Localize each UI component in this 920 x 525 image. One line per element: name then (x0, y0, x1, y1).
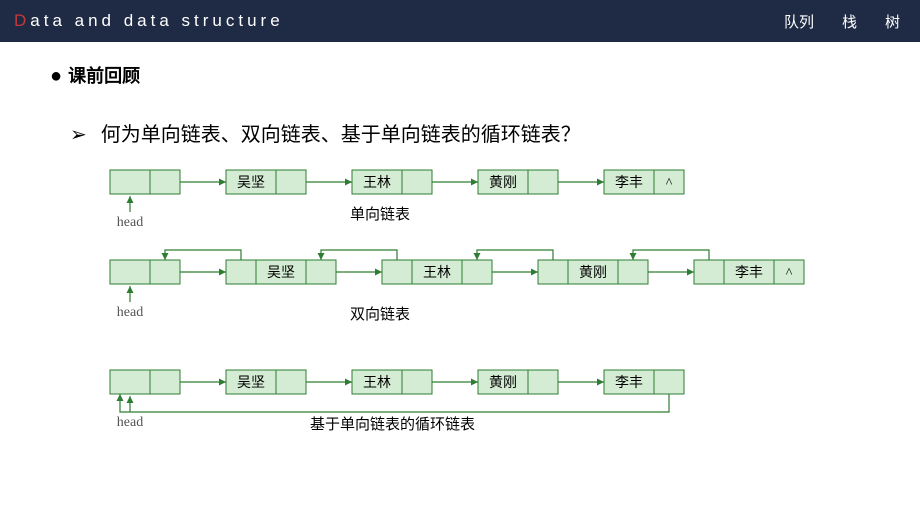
svg-text:王林: 王林 (363, 375, 391, 391)
svg-text:黄刚: 黄刚 (489, 174, 517, 191)
svg-text:黄刚: 黄刚 (579, 264, 607, 281)
svg-text:吴坚: 吴坚 (267, 265, 295, 281)
svg-text:head: head (117, 415, 143, 430)
subtitle-text: 课前回顾 (68, 66, 140, 86)
svg-text:王林: 王林 (363, 175, 391, 191)
diagram-area: 单向链表双向链表基于单向链表的循环链表head吴坚王林黄刚李丰^head吴坚王林… (30, 165, 890, 525)
svg-text:李丰: 李丰 (615, 375, 643, 391)
svg-text:^: ^ (786, 266, 793, 281)
subtitle: ● 课前回顾 (50, 62, 890, 88)
nav-links: 队列 栈 树 (784, 11, 900, 32)
svg-text:黄刚: 黄刚 (489, 374, 517, 391)
title-rest: ata and data structure (30, 11, 283, 30)
svg-text:李丰: 李丰 (615, 175, 643, 191)
svg-text:head: head (117, 215, 143, 230)
content-area: ●课前回顾 ➢何为单向链表、双向链表、基于单向链表的循环链表？ 单向链表双向链表… (0, 42, 920, 525)
svg-text:吴坚: 吴坚 (237, 375, 265, 391)
svg-text:^: ^ (666, 176, 673, 191)
svg-text:李丰: 李丰 (735, 265, 763, 281)
nav-tree[interactable]: 树 (885, 11, 900, 32)
question-text: 何为单向链表、双向链表、基于单向链表的循环链表？ (101, 124, 581, 146)
header-bar: Data and data structure 队列 栈 树 (0, 0, 920, 42)
svg-text:head: head (117, 305, 143, 320)
svg-text:吴坚: 吴坚 (237, 175, 265, 191)
svg-text:王林: 王林 (423, 265, 451, 281)
bullet-icon: ● (50, 65, 62, 87)
nav-stack[interactable]: 栈 (842, 11, 857, 32)
question-line: ➢ 何为单向链表、双向链表、基于单向链表的循环链表？ (70, 118, 890, 147)
arrow-icon: ➢ (70, 124, 87, 146)
nav-queue[interactable]: 队列 (784, 11, 814, 32)
title-first-letter: D (14, 11, 30, 30)
header-title: Data and data structure (14, 11, 284, 31)
